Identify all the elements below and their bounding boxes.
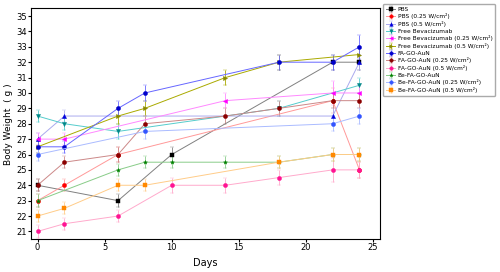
Y-axis label: Body Weight  ( g ): Body Weight ( g ) [4, 83, 13, 165]
Legend: PBS, PBS (0.25 W/cm²), PBS (0.5 W/cm²), Free Bevacizumab, Free Bevacizumab (0.25: PBS, PBS (0.25 W/cm²), PBS (0.5 W/cm²), … [383, 4, 496, 96]
X-axis label: Days: Days [193, 258, 218, 268]
